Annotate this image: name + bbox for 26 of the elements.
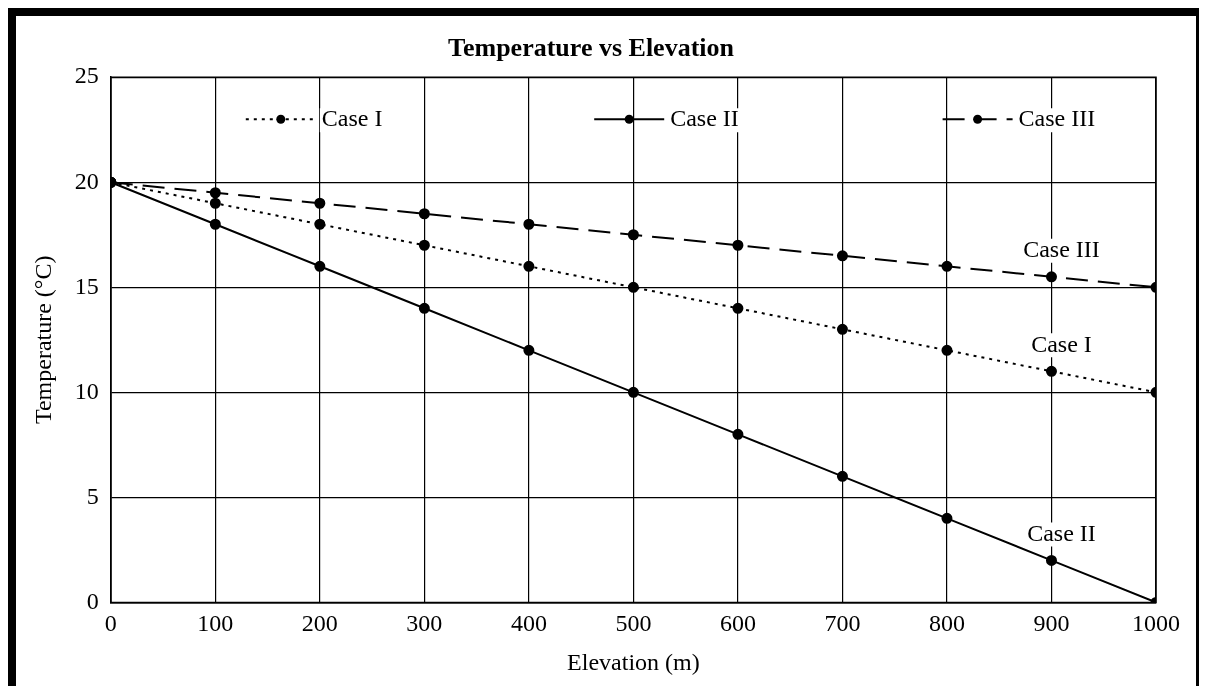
text: Case II	[1027, 519, 1096, 546]
y-tick-label: 5	[86, 482, 99, 509]
x-axis-title: Elevation (m)	[567, 648, 700, 675]
y-tick-label: 0	[86, 587, 99, 614]
y-tick-label: 20	[74, 167, 99, 194]
legend-label: Case II	[670, 105, 739, 132]
text: Case III	[1023, 236, 1100, 263]
legend-label: Case I	[321, 105, 383, 132]
y-tick-label: 25	[74, 62, 99, 89]
x-tick-label: 600	[719, 610, 756, 637]
x-tick-label: 900	[1033, 610, 1070, 637]
x-tick-label: 500	[615, 610, 652, 637]
legend-label: Case III	[1018, 105, 1096, 132]
x-tick-label: 800	[928, 610, 965, 637]
y-tick-label: 15	[74, 272, 99, 299]
x-tick-label: 300	[406, 610, 443, 637]
x-tick-label: 200	[301, 610, 338, 637]
x-tick-label: 1000	[1132, 610, 1180, 637]
chart-title: Temperature vs Elevation	[448, 33, 735, 63]
x-tick-label: 100	[197, 610, 234, 637]
x-tick-label: 400	[510, 610, 547, 637]
y-tick-label: 10	[74, 377, 99, 404]
y-axis-title: Temperature (°C)	[29, 255, 56, 425]
text: Case I	[1031, 330, 1092, 357]
x-tick-label: 0	[104, 610, 117, 637]
x-tick-label: 700	[824, 610, 861, 637]
